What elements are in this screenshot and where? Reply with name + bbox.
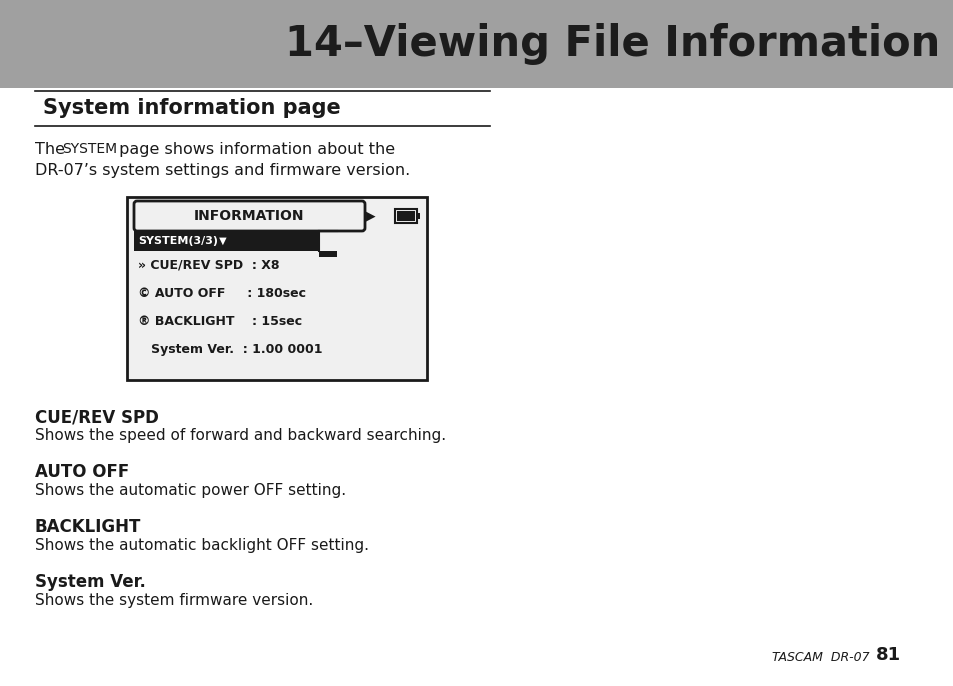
Text: System Ver.  : 1.00 0001: System Ver. : 1.00 0001 bbox=[138, 343, 322, 356]
Bar bbox=[0, 0, 953, 88]
Text: SYSTEM(3/3): SYSTEM(3/3) bbox=[138, 236, 218, 246]
Text: 81: 81 bbox=[875, 646, 901, 664]
Text: ▼: ▼ bbox=[215, 236, 227, 246]
Text: Shows the automatic power OFF setting.: Shows the automatic power OFF setting. bbox=[35, 483, 346, 498]
Text: Shows the speed of forward and backward searching.: Shows the speed of forward and backward … bbox=[35, 428, 446, 443]
Bar bbox=[396, 211, 415, 221]
Bar bbox=[416, 213, 419, 219]
Text: DR-07’s system settings and firmware version.: DR-07’s system settings and firmware ver… bbox=[35, 163, 410, 178]
Bar bbox=[133, 231, 318, 251]
Text: TASCAM  DR-07: TASCAM DR-07 bbox=[772, 651, 869, 664]
Text: Shows the automatic backlight OFF setting.: Shows the automatic backlight OFF settin… bbox=[35, 538, 369, 553]
Text: © AUTO OFF     : 180sec: © AUTO OFF : 180sec bbox=[138, 287, 306, 300]
Text: The: The bbox=[35, 142, 71, 157]
Text: SYSTEM: SYSTEM bbox=[62, 142, 117, 156]
Text: INFORMATION: INFORMATION bbox=[194, 209, 304, 223]
Text: System Ver.: System Ver. bbox=[35, 573, 146, 591]
Bar bbox=[318, 251, 336, 257]
Text: System information page: System information page bbox=[43, 98, 340, 118]
Text: 14–Viewing File Information: 14–Viewing File Information bbox=[284, 23, 939, 65]
Bar bbox=[127, 197, 427, 380]
FancyBboxPatch shape bbox=[133, 201, 365, 231]
Text: » CUE/REV SPD  : X8: » CUE/REV SPD : X8 bbox=[138, 259, 279, 272]
Bar bbox=[395, 209, 416, 223]
Text: Shows the system firmware version.: Shows the system firmware version. bbox=[35, 593, 313, 608]
Text: BACKLIGHT: BACKLIGHT bbox=[35, 518, 141, 536]
Text: page shows information about the: page shows information about the bbox=[113, 142, 395, 157]
Text: ® BACKLIGHT    : 15sec: ® BACKLIGHT : 15sec bbox=[138, 315, 302, 328]
Text: ▶: ▶ bbox=[366, 209, 375, 222]
Text: AUTO OFF: AUTO OFF bbox=[35, 463, 129, 481]
Text: CUE/REV SPD: CUE/REV SPD bbox=[35, 408, 159, 426]
